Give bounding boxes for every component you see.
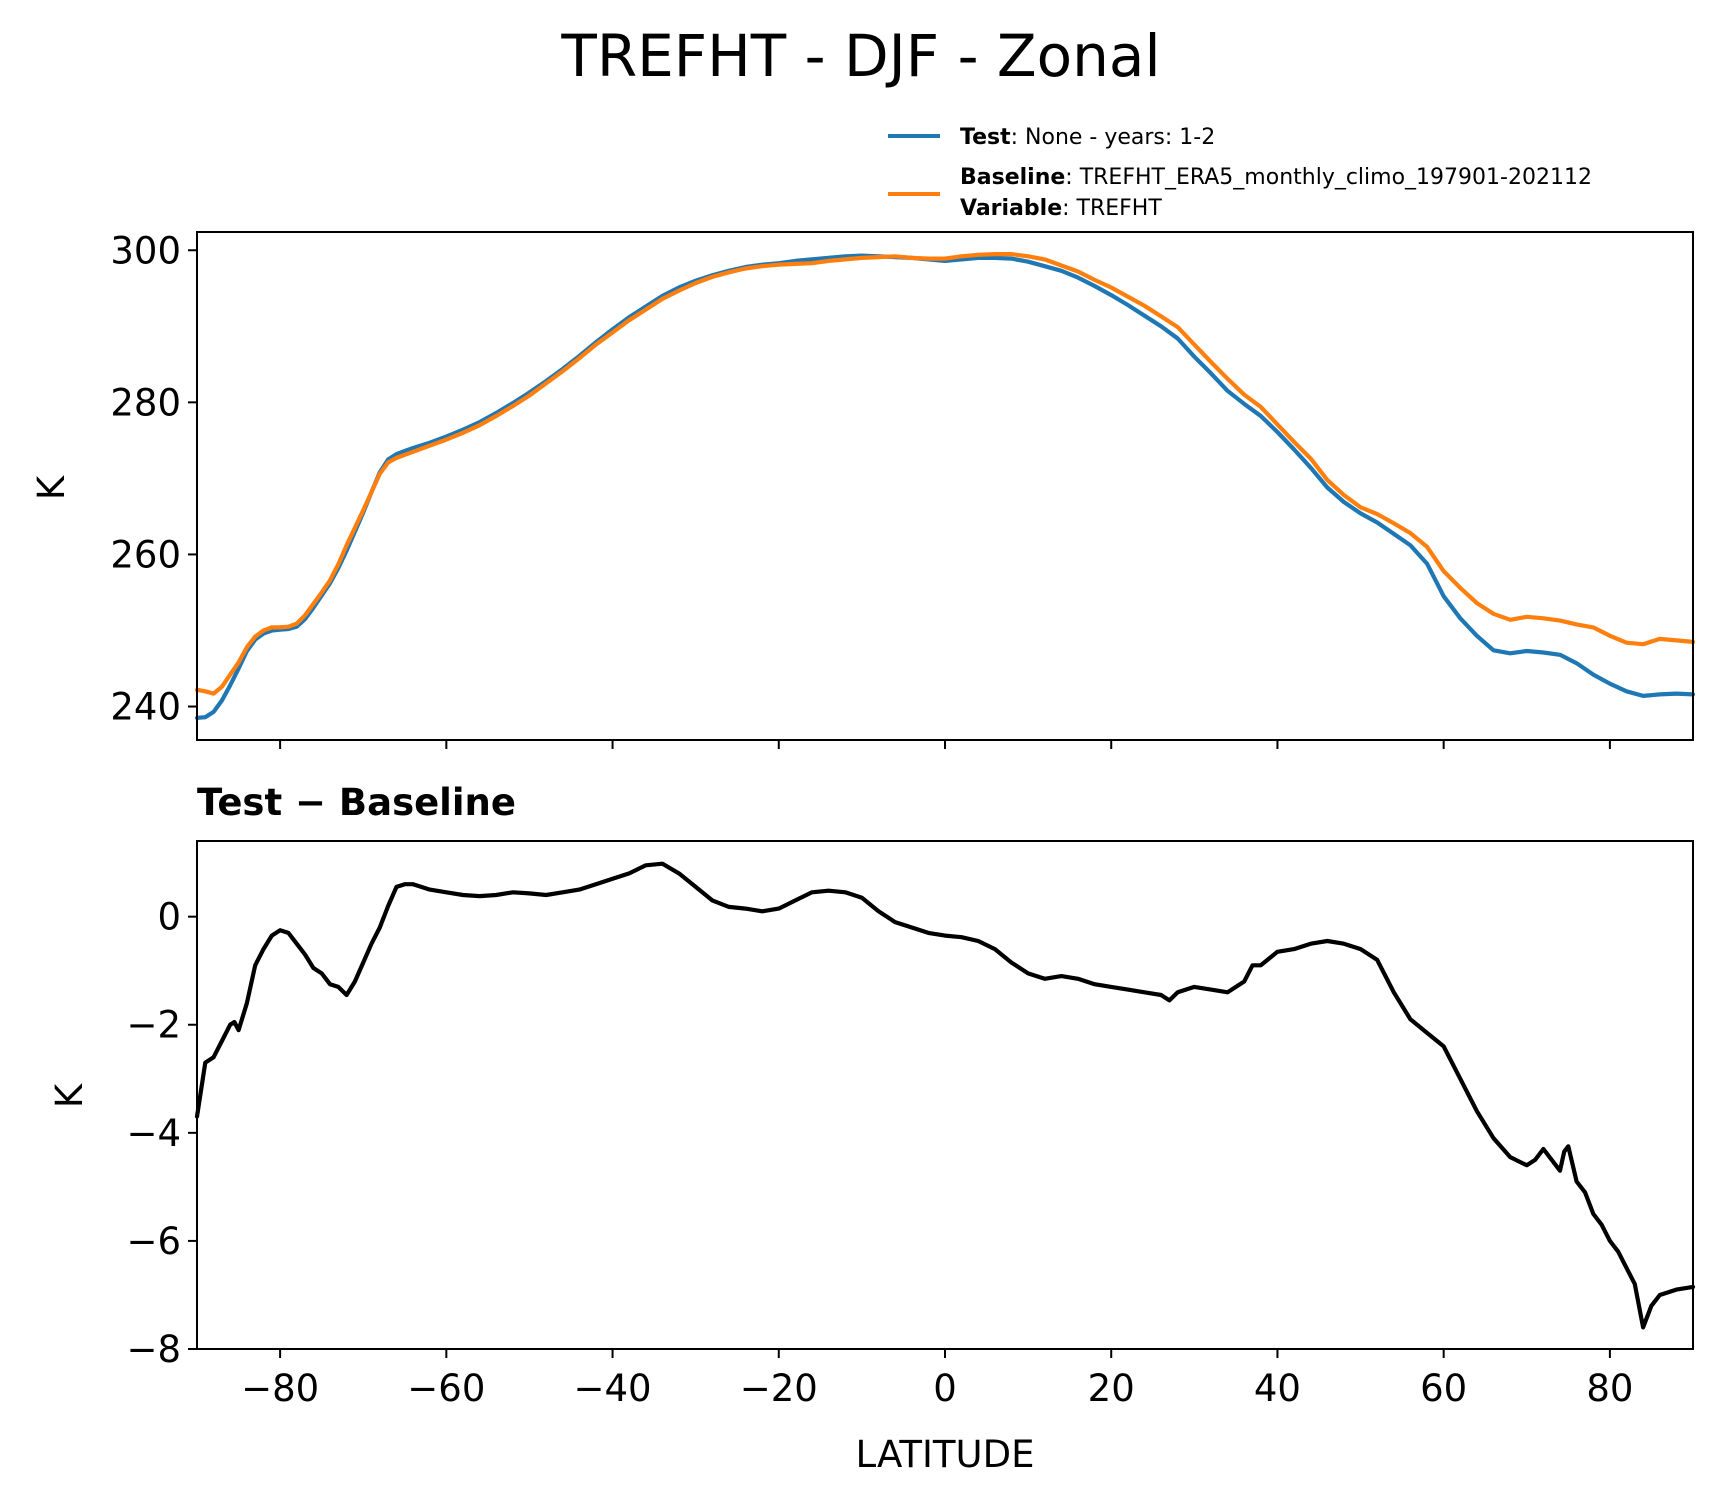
bottom-y-tick-label: 0 [157,896,181,939]
legend-test-desc: : None - years: 1-2 [1011,125,1216,150]
top-y-tick-label: 280 [110,381,181,424]
x-tick-label: −20 [740,1367,818,1410]
legend-variable-key: Variable [960,196,1062,221]
chart-title: TREFHT - DJF - Zonal [560,22,1160,90]
x-axis-label: LATITUDE [856,1433,1035,1476]
bottom-y-tick-label: −6 [126,1220,181,1263]
top-series-line-test [194,253,1696,721]
x-tick-label: −40 [574,1367,652,1410]
top-y-tick-label: 300 [110,229,181,272]
bottom-y-tick-label: −8 [126,1328,181,1371]
legend-variable-desc: : TREFHT [1062,196,1162,221]
x-tick-label: −80 [241,1367,319,1410]
bottom-y-tick-label: −4 [126,1112,181,1155]
x-tick-label: 40 [1254,1367,1301,1410]
bottom-y-tick-label: −2 [126,1004,181,1047]
legend-baseline-label: Baseline: TREFHT_ERA5_monthly_climo_1979… [960,165,1592,190]
top-panel: 240 260 280 300 [110,229,1696,749]
top-y-tick-label: 240 [110,686,181,729]
bottom-series-line-diff [194,861,1696,1330]
x-tick-label: 60 [1420,1367,1467,1410]
legend: Test: None - years: 1-2 Baseline: TREFHT… [888,125,1592,221]
top-axes-frame [196,231,1694,741]
legend-baseline-key: Baseline [960,165,1065,190]
legend-baseline-desc: : TREFHT_ERA5_monthly_climo_197901-20211… [1065,165,1592,190]
legend-variable-label: Variable: TREFHT [960,196,1162,221]
top-y-axis-label: K [30,474,73,500]
bottom-y-axis-label: K [48,1082,91,1108]
top-y-tick-label: 260 [110,533,181,576]
top-series-line-baseline [194,252,1696,696]
x-tick-label: 80 [1586,1367,1633,1410]
bottom-panel-title: Test − Baseline [197,781,516,824]
legend-test-key: Test [960,125,1011,150]
bottom-panel: −8−6−4−20−80 −60 −40 −20 0 20 40 60 80 [126,840,1696,1410]
x-tick-label: 0 [933,1367,957,1410]
x-tick-label: 20 [1088,1367,1135,1410]
legend-test-label: Test: None - years: 1-2 [960,125,1215,150]
x-tick-label: −60 [407,1367,485,1410]
